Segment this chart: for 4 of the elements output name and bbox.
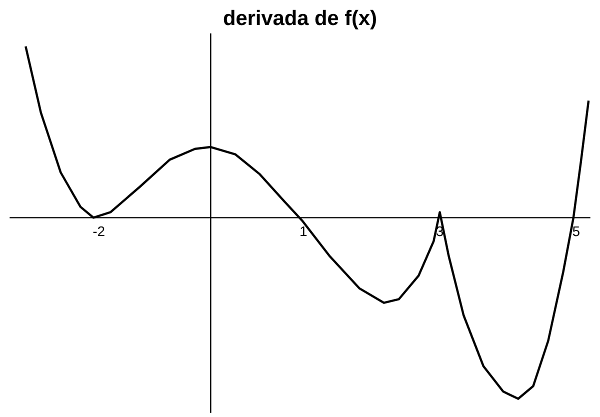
x-tick-label: -2 [93,226,104,236]
x-tick-label: 5 [572,226,580,236]
x-tick-label: 1 [300,226,307,236]
chart-title: derivada de f(x) [224,10,376,30]
